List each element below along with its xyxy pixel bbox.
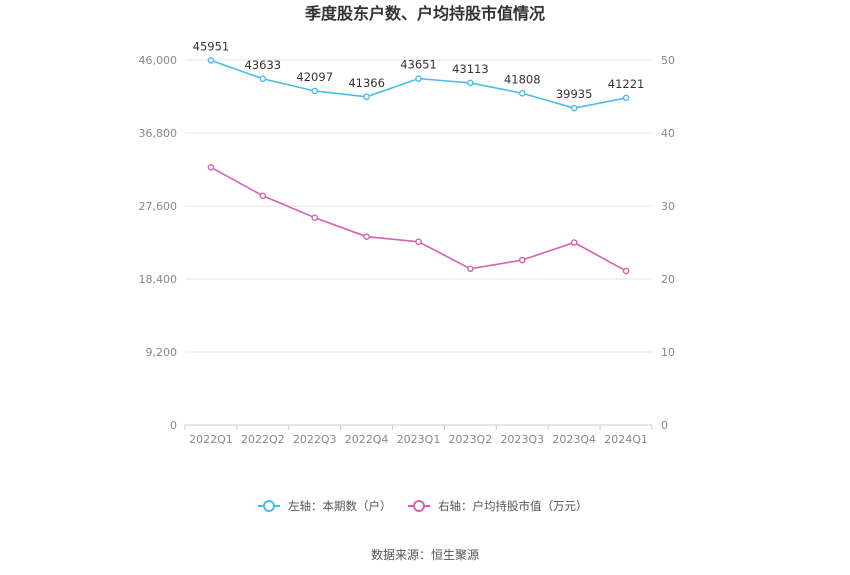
legend-marker: [413, 500, 425, 512]
data-point[interactable]: [259, 75, 267, 83]
legend-item-1[interactable]: 右轴：户均持股市值（万元）: [408, 499, 588, 513]
data-label: 41221: [608, 77, 645, 91]
y-left-tick-label: 27,600: [139, 200, 178, 213]
legend-item-0[interactable]: 左轴：本期数（户）: [258, 499, 392, 513]
source-note: 数据来源：恒生聚源: [371, 547, 479, 562]
y-right-tick-label: 20: [661, 273, 675, 286]
x-tick-label: 2024Q1: [604, 433, 648, 446]
x-tick-label: 2023Q3: [500, 433, 544, 446]
y-right-tick-label: 10: [661, 346, 675, 359]
data-point[interactable]: [415, 75, 422, 82]
chart-title: 季度股东户数、户均持股市值情况: [304, 4, 545, 23]
x-tick-label: 2022Q4: [345, 433, 389, 446]
data-point[interactable]: [311, 214, 319, 221]
x-tick-label: 2022Q1: [189, 433, 233, 446]
data-labels: 45951 43633 42097 41366 43651 43113 41808 39935…: [193, 39, 645, 101]
data-point[interactable]: [467, 79, 474, 87]
y-right-tick-label: 30: [661, 200, 675, 213]
grid: [185, 59, 652, 426]
data-label: 43633: [245, 58, 282, 72]
y-left-tick-label: 18,400: [139, 273, 178, 286]
legend-marker: [263, 500, 275, 512]
legend-label: 左轴：本期数（户）: [288, 499, 392, 513]
data-label: 41366: [348, 76, 385, 90]
data-label: 39935: [556, 87, 593, 101]
data-point[interactable]: [622, 267, 630, 275]
x-tick-label: 2022Q2: [241, 433, 285, 446]
series-layer: [207, 57, 630, 275]
y-left-tick-label: 46,000: [139, 54, 178, 67]
data-point[interactable]: [311, 87, 319, 95]
data-point[interactable]: [570, 104, 578, 112]
data-label: 45951: [193, 39, 230, 53]
y-left-tick-label: 9,200: [146, 346, 178, 359]
y-left-tick-label: 0: [170, 419, 177, 432]
y-right-tick-label: 0: [661, 419, 668, 432]
y-right-tick-label: 40: [661, 127, 675, 140]
data-point[interactable]: [259, 192, 267, 200]
data-point[interactable]: [570, 239, 578, 246]
x-tick-label: 2022Q3: [293, 433, 337, 446]
data-point[interactable]: [415, 238, 422, 246]
data-point[interactable]: [622, 94, 630, 102]
x-tick-label: 2023Q1: [397, 433, 441, 446]
data-point[interactable]: [207, 57, 215, 64]
axes: 0 9,200 18,400 27,600 36,800 46,000 0 10 20 30 40 5…: [139, 54, 676, 446]
data-label: 43651: [400, 58, 437, 72]
data-label: 41808: [504, 72, 541, 86]
data-point[interactable]: [518, 256, 526, 264]
legend: 左轴：本期数（户） 右轴：户均持股市值（万元）: [258, 499, 588, 513]
data-label: 42097: [296, 70, 333, 84]
data-label: 43113: [452, 62, 489, 76]
y-left-tick-label: 36,800: [139, 127, 178, 140]
data-point[interactable]: [518, 89, 526, 97]
x-tick-label: 2023Q4: [552, 433, 596, 446]
data-point[interactable]: [467, 265, 474, 273]
data-point[interactable]: [363, 93, 370, 101]
legend-label: 右轴：户均持股市值（万元）: [438, 499, 588, 513]
data-point[interactable]: [363, 233, 370, 240]
data-point[interactable]: [207, 164, 215, 171]
series-line-1: [210, 166, 627, 272]
y-right-tick-label: 50: [661, 54, 675, 67]
x-tick-label: 2023Q2: [449, 433, 493, 446]
